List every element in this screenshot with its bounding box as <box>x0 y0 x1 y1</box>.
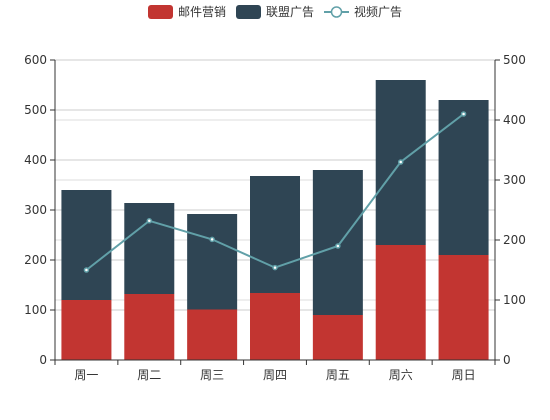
line-point-0-5[interactable] <box>397 159 404 165</box>
line-point-0-6[interactable] <box>460 111 467 117</box>
bar-series1-1[interactable] <box>124 203 175 294</box>
y-left-tick-label-2: 200 <box>24 253 47 267</box>
line-point-0-1[interactable] <box>146 218 153 224</box>
x-tick-label-4: 周五 <box>326 368 350 382</box>
bar-series0-6[interactable] <box>438 255 489 360</box>
y-left-tick-label-6: 600 <box>24 53 47 67</box>
legend-label-1[interactable]: 联盟广告 <box>266 5 314 19</box>
y-right-tick-label-3: 300 <box>503 173 526 187</box>
legend-label-0[interactable]: 邮件营销 <box>178 5 226 19</box>
y-right-tick-label-4: 400 <box>503 113 526 127</box>
x-tick-label-3: 周四 <box>263 368 287 382</box>
y-right-tick-label-0: 0 <box>503 353 511 367</box>
y-left-tick-label-0: 0 <box>39 353 47 367</box>
x-tick-label-1: 周二 <box>137 368 161 382</box>
y-right-tick-label-1: 100 <box>503 293 526 307</box>
bar-series0-4[interactable] <box>312 315 363 360</box>
y-right-tick-label-5: 500 <box>503 53 526 67</box>
bar-series0-0[interactable] <box>61 300 112 360</box>
bar-series1-6[interactable] <box>438 100 489 255</box>
bar-series0-3[interactable] <box>250 293 300 360</box>
bar-series1-4[interactable] <box>312 170 363 315</box>
line-point-0-3[interactable] <box>272 264 278 271</box>
line-point-0-2[interactable] <box>209 236 215 243</box>
legend-label-2[interactable]: 视频广告 <box>354 4 402 19</box>
line-point-0-0[interactable] <box>83 267 90 273</box>
bar-series1-2[interactable] <box>187 214 238 310</box>
bar-series1-0[interactable] <box>61 190 112 300</box>
legend-swatch-0[interactable] <box>148 5 173 19</box>
bar-series1-3[interactable] <box>250 176 300 293</box>
y-left-tick-label-4: 400 <box>24 153 47 167</box>
y-right-tick-label-2: 200 <box>503 233 526 247</box>
x-tick-label-2: 周三 <box>200 368 224 382</box>
y-left-tick-label-3: 300 <box>24 203 47 217</box>
x-tick-label-0: 周一 <box>74 368 98 382</box>
y-left-tick-label-5: 500 <box>24 103 47 117</box>
line-point-0-4[interactable] <box>335 243 341 249</box>
bar-series0-1[interactable] <box>124 294 175 360</box>
legend-marker-2[interactable] <box>330 6 343 18</box>
y-left-tick-label-1: 100 <box>24 303 47 317</box>
legend-swatch-1[interactable] <box>236 5 261 19</box>
x-tick-label-5: 周六 <box>389 368 413 382</box>
x-tick-label-6: 周日 <box>452 368 476 382</box>
bar-series0-5[interactable] <box>375 245 426 360</box>
bar-series0-2[interactable] <box>187 309 238 361</box>
